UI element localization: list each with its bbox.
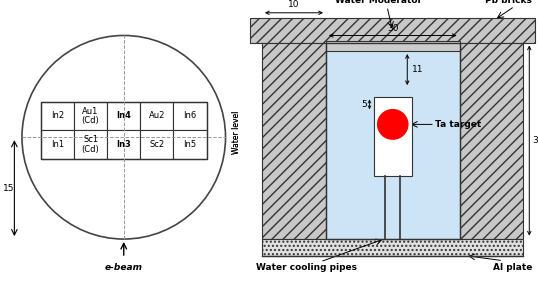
Circle shape — [378, 110, 408, 139]
Text: 11: 11 — [412, 65, 423, 74]
Text: Sc2: Sc2 — [150, 140, 165, 149]
Text: Water cooling pipes: Water cooling pipes — [256, 263, 357, 272]
Bar — [107, 130, 140, 158]
Text: Au2: Au2 — [148, 111, 165, 120]
Text: Pb bricks: Pb bricks — [485, 0, 532, 5]
Bar — [326, 41, 459, 51]
Bar — [262, 239, 523, 256]
Bar — [74, 102, 107, 130]
Text: In5: In5 — [183, 140, 196, 149]
Bar — [41, 102, 74, 130]
Bar — [262, 43, 326, 239]
Bar — [326, 43, 459, 239]
Bar — [74, 130, 107, 158]
Text: In4: In4 — [116, 111, 131, 120]
Text: In6: In6 — [183, 111, 197, 120]
Bar — [250, 18, 535, 43]
Text: 10: 10 — [288, 0, 300, 9]
Text: 30: 30 — [533, 136, 538, 145]
Text: 30: 30 — [387, 24, 399, 33]
Bar — [140, 102, 173, 130]
Text: Ta target: Ta target — [435, 120, 481, 129]
Text: In3: In3 — [116, 140, 131, 149]
Bar — [140, 130, 173, 158]
Text: Water level: Water level — [232, 111, 240, 154]
Bar — [41, 102, 207, 158]
Text: 15: 15 — [3, 184, 15, 193]
Text: 5: 5 — [362, 100, 367, 109]
Text: In2: In2 — [51, 111, 64, 120]
Text: Au1
(Cd): Au1 (Cd) — [82, 106, 100, 125]
Text: Sc1
(Cd): Sc1 (Cd) — [82, 135, 100, 154]
Text: Al plate: Al plate — [493, 263, 532, 272]
Text: e-beam: e-beam — [105, 263, 143, 272]
Bar — [459, 43, 523, 239]
Bar — [107, 102, 140, 130]
Text: In1: In1 — [51, 140, 64, 149]
Bar — [374, 97, 412, 176]
Bar — [326, 43, 459, 239]
Bar — [173, 102, 207, 130]
Text: Water level: Water level — [232, 111, 240, 154]
Bar — [41, 130, 74, 158]
Text: Water Moderator: Water Moderator — [335, 0, 422, 5]
Bar — [173, 130, 207, 158]
